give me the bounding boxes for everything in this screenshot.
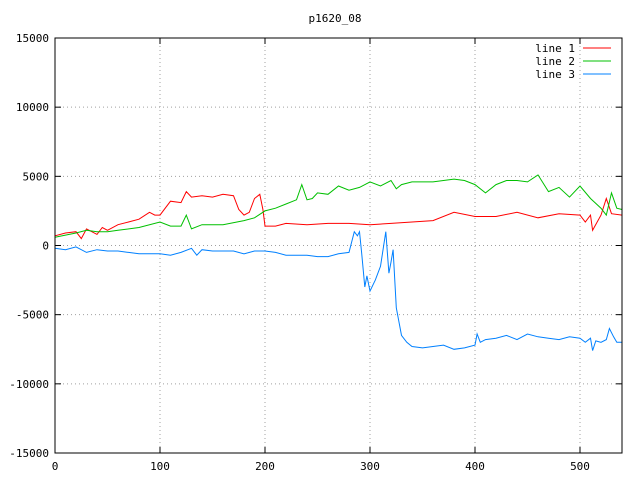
axes: 0 100 200 300 400 500 15000 10000 5000 0 -5000 -100…: [9, 32, 623, 473]
legend-label-1: line 1: [535, 42, 575, 55]
y-tick-label: 5000: [23, 170, 50, 183]
series-lines: [54, 174, 623, 351]
y-tick-label: -10000: [9, 378, 49, 391]
x-tick-label: 200: [255, 460, 275, 473]
series-line-3: [54, 229, 622, 351]
y-tick-label: 15000: [16, 32, 49, 45]
y-tick-label: -5000: [16, 309, 49, 322]
legend-label-2: line 2: [535, 55, 575, 68]
x-tick-label: 300: [360, 460, 380, 473]
grid: [55, 38, 622, 453]
x-tick-label: 400: [465, 460, 485, 473]
x-tick-label: 0: [52, 460, 59, 473]
series-line-1: [54, 190, 623, 240]
x-tick-label: 500: [570, 460, 590, 473]
plot-frame: [54, 37, 623, 454]
y-tick-label: -15000: [9, 447, 49, 460]
legend-label-3: line 3: [535, 68, 575, 81]
y-tick-label: 10000: [16, 101, 49, 114]
x-tick-label: 100: [150, 460, 170, 473]
y-tick-label: 0: [42, 240, 49, 253]
chart-title: p1620_08: [309, 12, 362, 25]
series-line-2: [54, 174, 623, 238]
